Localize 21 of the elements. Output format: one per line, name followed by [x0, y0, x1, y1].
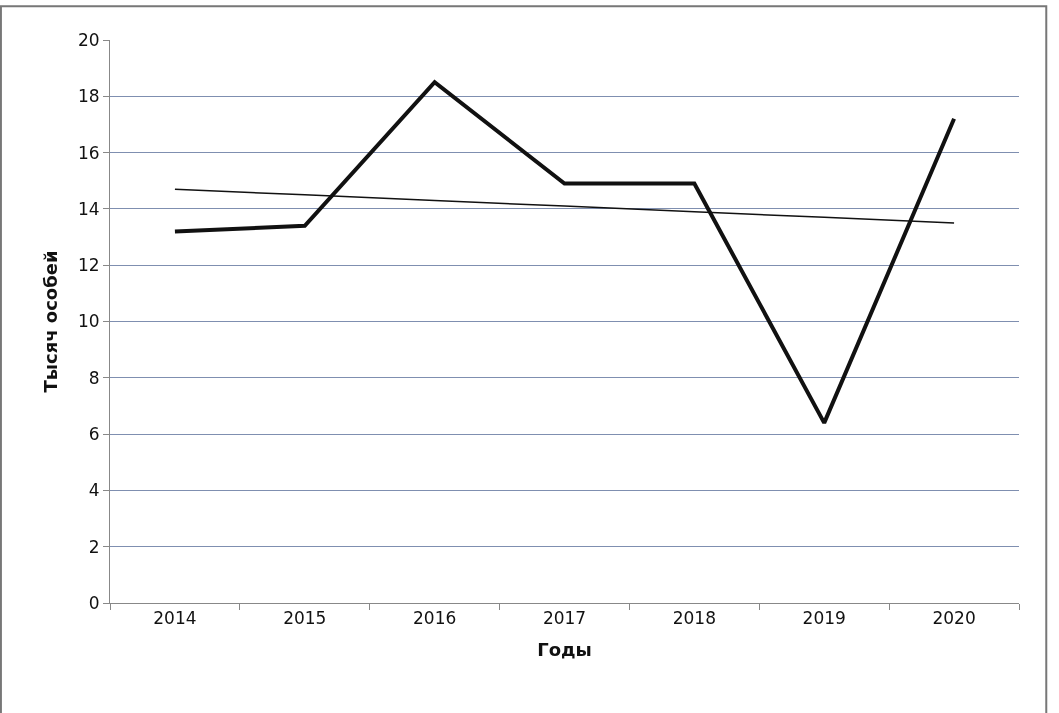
y-tick-label: 14 [77, 198, 100, 219]
x-tick-label: 2017 [542, 608, 587, 629]
y-tick-label: 16 [77, 142, 100, 163]
y-tick-label: 8 [88, 367, 100, 388]
y-tick-label: 6 [88, 424, 100, 445]
y-tick-label: 20 [77, 29, 100, 50]
y-tick-label: 0 [88, 592, 100, 613]
y-tick-label: 12 [77, 255, 100, 276]
x-tick-label: 2020 [932, 608, 976, 629]
line-series [172, 80, 957, 425]
y-axis-title: Тысяч особей [40, 250, 62, 393]
y-tick-label: 10 [77, 311, 100, 332]
x-tick-label: 2015 [283, 608, 327, 629]
x-tick-label: 2018 [672, 608, 716, 629]
x-tick-label: 2019 [802, 608, 846, 629]
x-tick-label: 2016 [413, 608, 457, 629]
x-axis-title: Годы [537, 638, 592, 660]
x-tick-label: 2014 [153, 608, 197, 629]
y-tick-label: 2 [88, 536, 100, 557]
y-tick-label: 4 [88, 480, 100, 501]
y-tick-label: 18 [77, 86, 100, 107]
